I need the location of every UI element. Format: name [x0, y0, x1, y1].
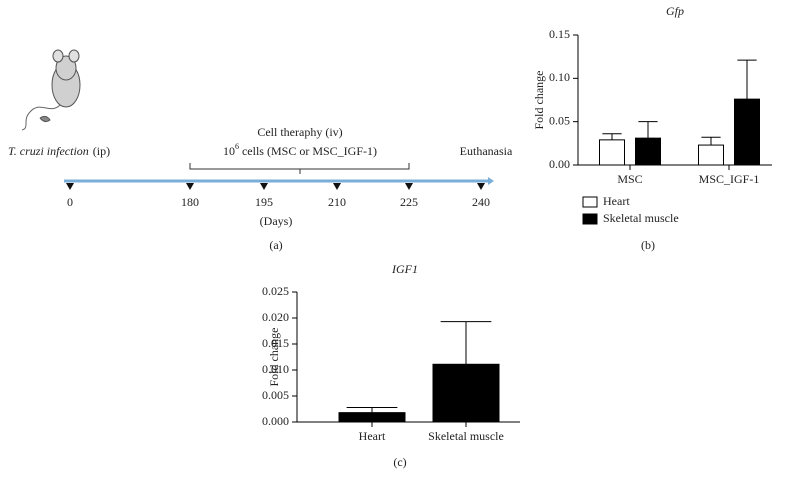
error-bar [737, 59, 757, 100]
infection-route: (ip) [93, 144, 110, 158]
day-marker [260, 183, 268, 190]
bar [338, 412, 406, 423]
y-tick-label: 0.015 [262, 336, 289, 350]
legend-swatch [582, 213, 598, 225]
day-marker [66, 183, 74, 190]
y-axis-label: Fold change [267, 328, 281, 387]
y-tick-label: 0.025 [262, 284, 289, 298]
error-bar [440, 321, 492, 365]
error-bar [701, 136, 721, 146]
day-label: 225 [400, 195, 418, 209]
end-label: Euthanasia [460, 144, 513, 158]
panel-label: (a) [269, 238, 282, 252]
y-axis-label: Fold change [532, 71, 546, 130]
y-tick-label: 0.15 [549, 27, 570, 41]
infection-label: T. cruzi infection (ip) [8, 144, 110, 158]
x-tick-label: Heart [359, 429, 386, 443]
day-marker [477, 183, 485, 190]
y-tick-label: 0.00 [549, 157, 570, 171]
infection-name: T. cruzi infection [8, 144, 89, 158]
day-label: 210 [328, 195, 346, 209]
y-tick-label: 0.005 [262, 388, 289, 402]
bar [635, 137, 661, 166]
bar [698, 144, 724, 166]
therapy-label: Cell theraphy (iv) [257, 125, 342, 139]
bracket [189, 163, 410, 174]
cells-label: 106 cells (MSC or MSC_IGF-1) [223, 142, 377, 158]
days-unit: (Days) [260, 214, 293, 228]
legend-label: Skeletal muscle [603, 211, 679, 225]
panel-label: (c) [393, 455, 406, 469]
legend-label: Heart [603, 194, 630, 208]
error-bar [602, 133, 622, 140]
cells-text: cells (MSC or MSC_IGF-1) [242, 144, 377, 158]
day-marker [186, 183, 194, 190]
y-tick-label: 0.010 [262, 362, 289, 376]
cells-exp: 6 [235, 142, 239, 151]
bar [734, 98, 760, 166]
mouse-icon [21, 49, 81, 131]
y-tick-label: 0.05 [549, 113, 570, 127]
chart-title: Gfp [666, 4, 684, 18]
day-marker [333, 183, 341, 190]
day-label: 180 [181, 195, 199, 209]
legend-swatch [582, 196, 598, 208]
bar [432, 363, 500, 423]
y-tick-label: 0.020 [262, 310, 289, 324]
chart-title: IGF1 [391, 262, 418, 276]
day-label: 0 [67, 195, 73, 209]
x-tick-label: Skeletal muscle [428, 429, 504, 443]
error-bar [346, 406, 398, 413]
y-tick-label: 0.10 [549, 70, 570, 84]
error-bar [638, 121, 658, 139]
day-label: 240 [472, 195, 490, 209]
cells-base: 10 [223, 144, 235, 158]
x-tick-label: MSC_IGF-1 [699, 172, 760, 186]
day-label: 195 [255, 195, 273, 209]
timeline-arrow [488, 177, 494, 185]
x-tick-label: MSC [617, 172, 642, 186]
day-marker [405, 183, 413, 190]
y-tick-label: 0.000 [262, 414, 289, 428]
panel-label: (b) [641, 238, 655, 252]
bar [599, 139, 625, 166]
